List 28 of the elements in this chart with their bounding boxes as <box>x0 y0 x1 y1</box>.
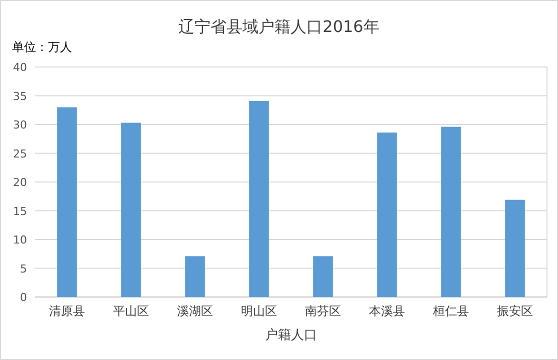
x-tick-label: 清原县 <box>49 304 85 318</box>
chart-title: 辽宁省县域户籍人口2016年 <box>178 17 380 36</box>
x-tick-label: 本溪县 <box>369 304 405 318</box>
y-tick-label: 20 <box>13 176 27 189</box>
x-tick-label: 平山区 <box>113 304 149 318</box>
x-tick-label: 振安区 <box>497 304 533 318</box>
y-tick-label: 5 <box>20 262 27 276</box>
x-tick-label: 明山区 <box>241 304 277 318</box>
y-tick-label: 10 <box>13 234 27 246</box>
y-tick-label: 40 <box>13 61 27 74</box>
y-tick-label: 0 <box>20 291 27 304</box>
bar <box>441 126 461 297</box>
bar <box>121 122 141 297</box>
bar <box>377 132 397 297</box>
x-axis-title: 户籍人口 <box>265 328 317 343</box>
bar <box>249 100 269 297</box>
text: 单位：万人 <box>12 40 72 54</box>
y-tick-label: 15 <box>13 204 27 218</box>
bar <box>313 256 333 297</box>
x-tick-label: 溪湖区 <box>177 304 213 318</box>
y-tick-label: 35 <box>13 90 27 103</box>
bar <box>57 107 77 297</box>
y-tick-label: 25 <box>13 147 27 160</box>
x-tick-label: 南芬区 <box>305 304 341 318</box>
bar <box>505 200 525 297</box>
bar <box>185 256 205 297</box>
y-tick-label: 30 <box>13 118 27 132</box>
x-tick-label: 桓仁县 <box>432 304 469 318</box>
